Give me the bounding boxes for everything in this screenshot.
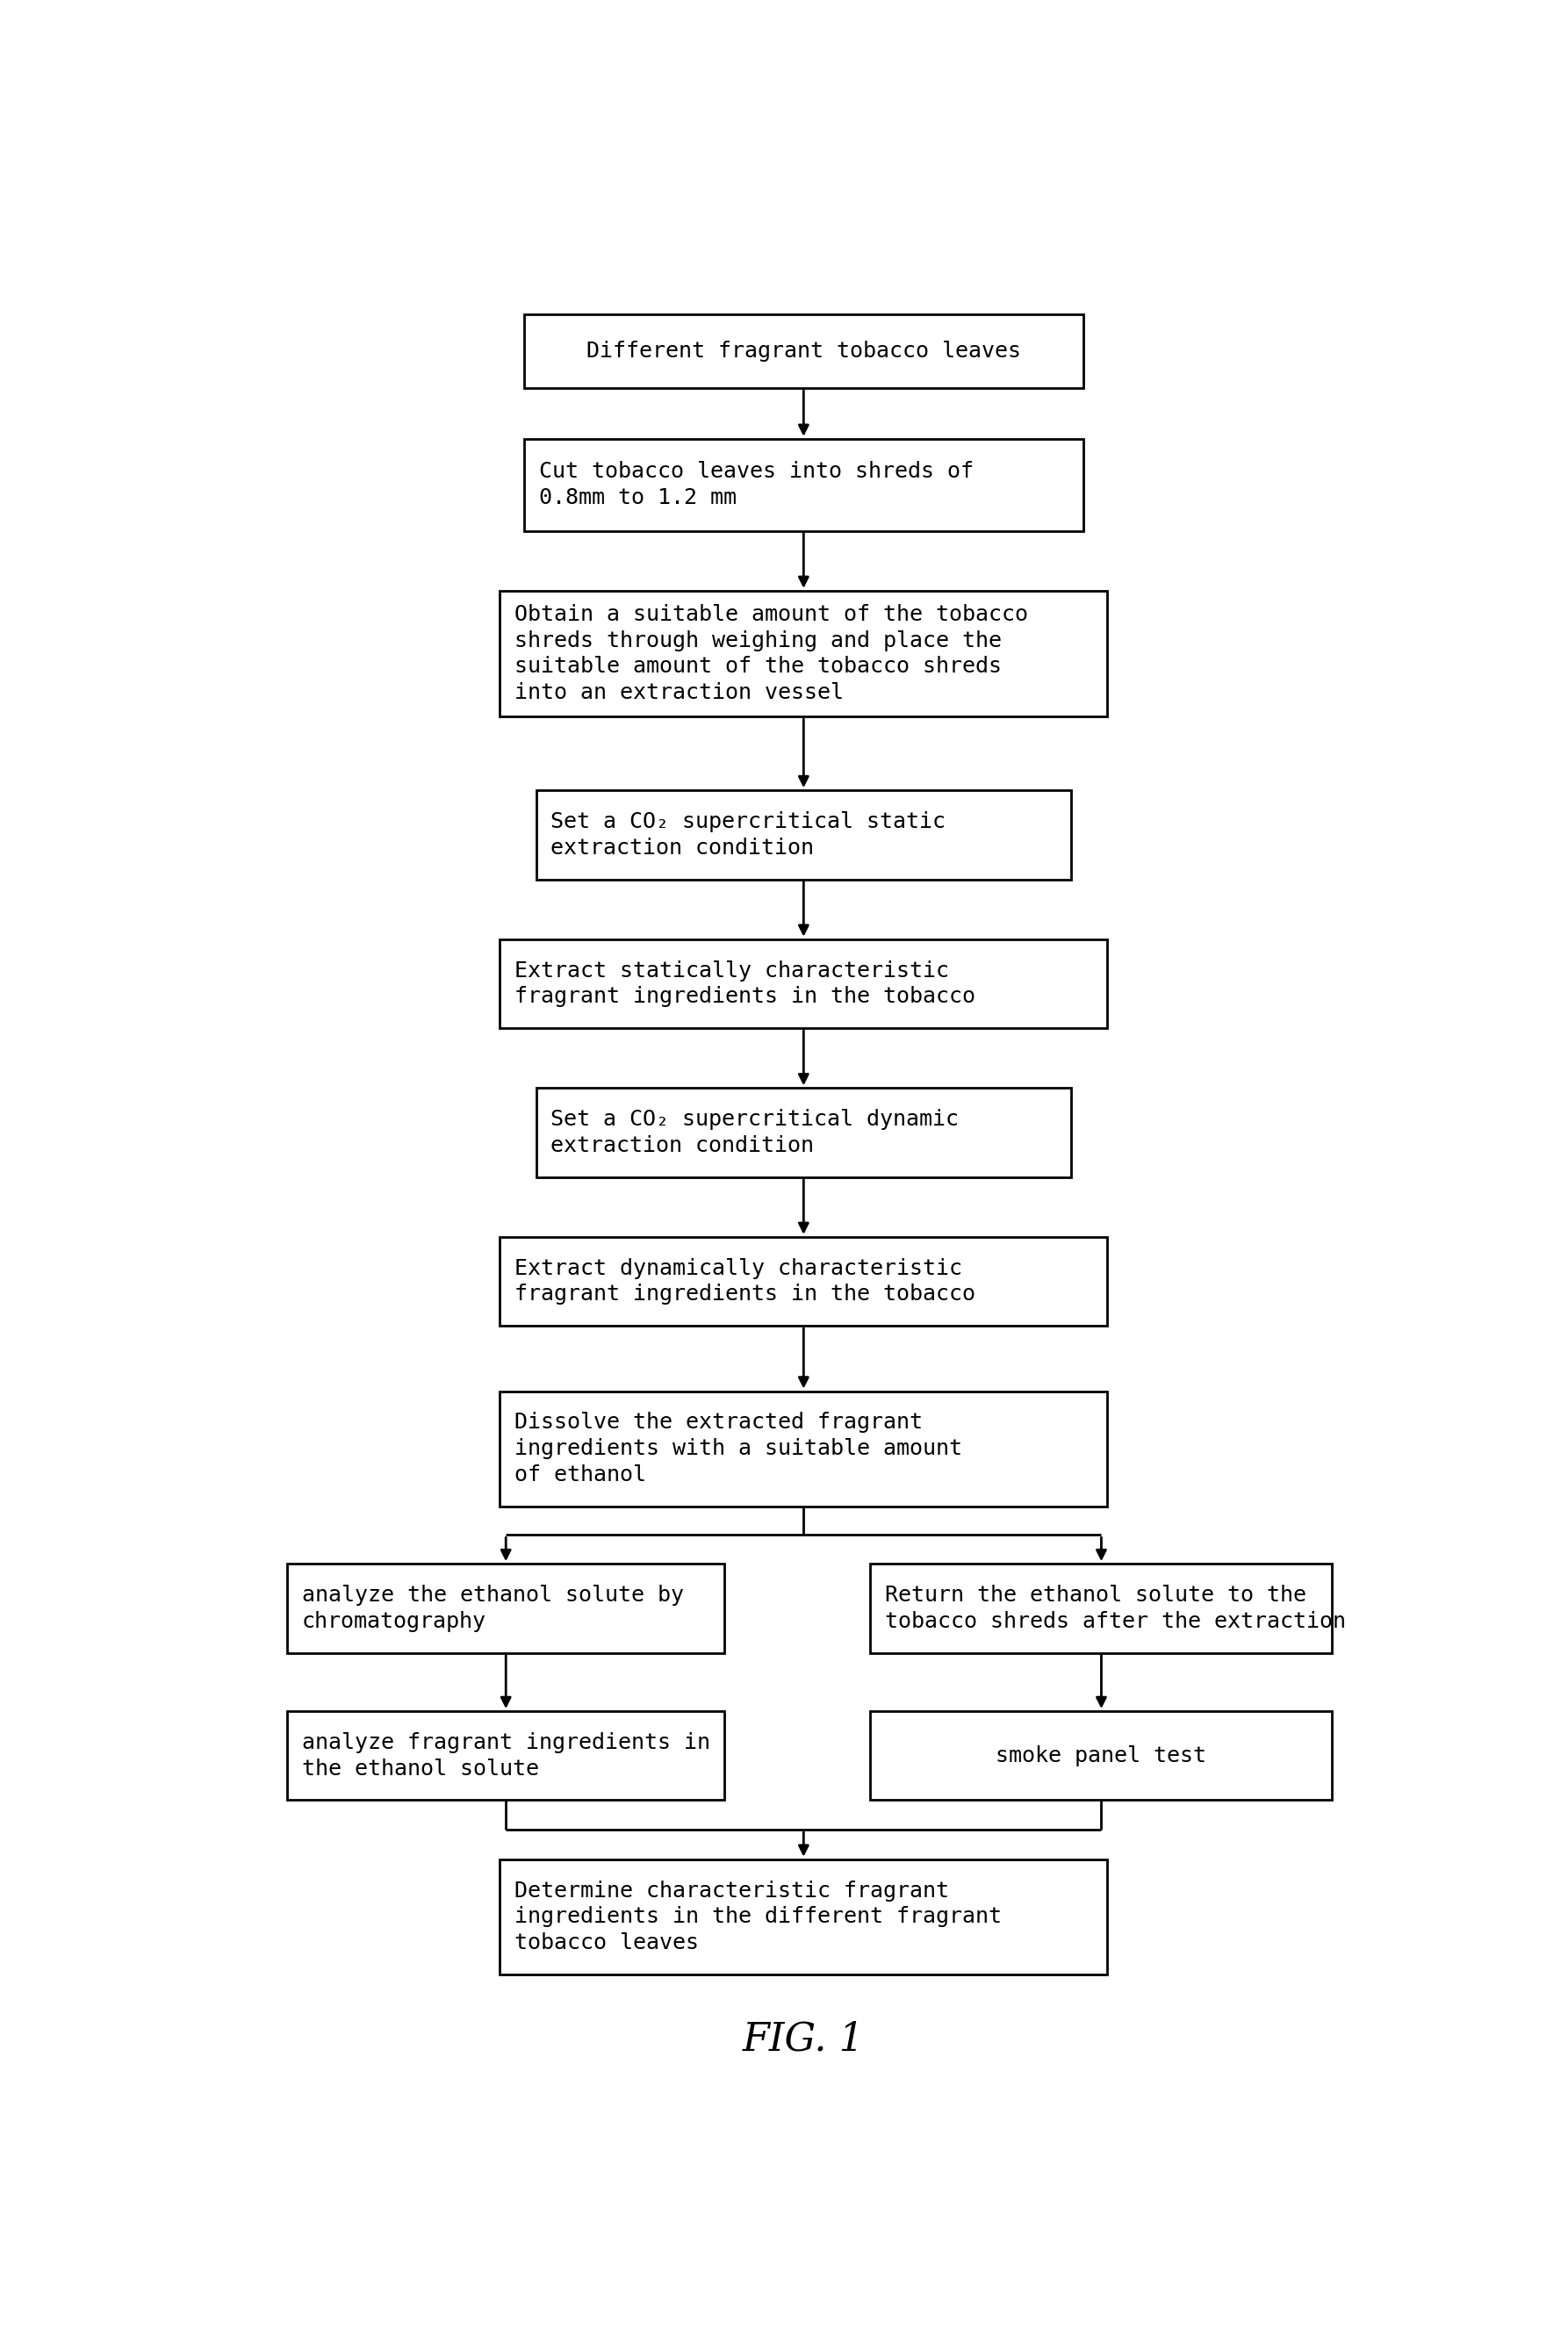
Text: Extract statically characteristic
fragrant ingredients in the tobacco: Extract statically characteristic fragra… [514,960,975,1007]
Bar [500,1237,1107,1327]
Text: analyze fragrant ingredients in
the ethanol solute: analyze fragrant ingredients in the etha… [301,1731,710,1778]
Bar [500,1390,1107,1505]
Bar [536,1089,1071,1176]
Text: Extract dynamically characteristic
fragrant ingredients in the tobacco: Extract dynamically characteristic fragr… [514,1258,975,1305]
Bar [287,1712,724,1799]
Text: Set a CO₂ supercritical dynamic
extraction condition: Set a CO₂ supercritical dynamic extracti… [550,1108,960,1157]
Bar [536,790,1071,880]
Bar [500,1858,1107,1973]
Text: Cut tobacco leaves into shreds of
0.8mm to 1.2 mm: Cut tobacco leaves into shreds of 0.8mm … [539,461,974,508]
Bar [870,1712,1333,1799]
Text: FIG. 1: FIG. 1 [743,2020,864,2058]
Text: Dissolve the extracted fragrant
ingredients with a suitable amount
of ethanol: Dissolve the extracted fragrant ingredie… [514,1411,963,1484]
Bar [524,440,1083,532]
Bar [287,1564,724,1653]
Bar [500,938,1107,1028]
Bar [524,315,1083,388]
Bar [870,1564,1333,1653]
Text: Obtain a suitable amount of the tobacco
shreds through weighing and place the
su: Obtain a suitable amount of the tobacco … [514,604,1029,703]
Text: Different fragrant tobacco leaves: Different fragrant tobacco leaves [586,341,1021,362]
Text: analyze the ethanol solute by
chromatography: analyze the ethanol solute by chromatogr… [301,1585,684,1632]
Text: Set a CO₂ supercritical static
extraction condition: Set a CO₂ supercritical static extractio… [550,811,946,858]
Text: Return the ethanol solute to the
tobacco shreds after the extraction: Return the ethanol solute to the tobacco… [884,1585,1345,1632]
Bar [500,590,1107,717]
Text: smoke panel test: smoke panel test [996,1745,1207,1766]
Text: Determine characteristic fragrant
ingredients in the different fragrant
tobacco : Determine characteristic fragrant ingred… [514,1879,1002,1955]
